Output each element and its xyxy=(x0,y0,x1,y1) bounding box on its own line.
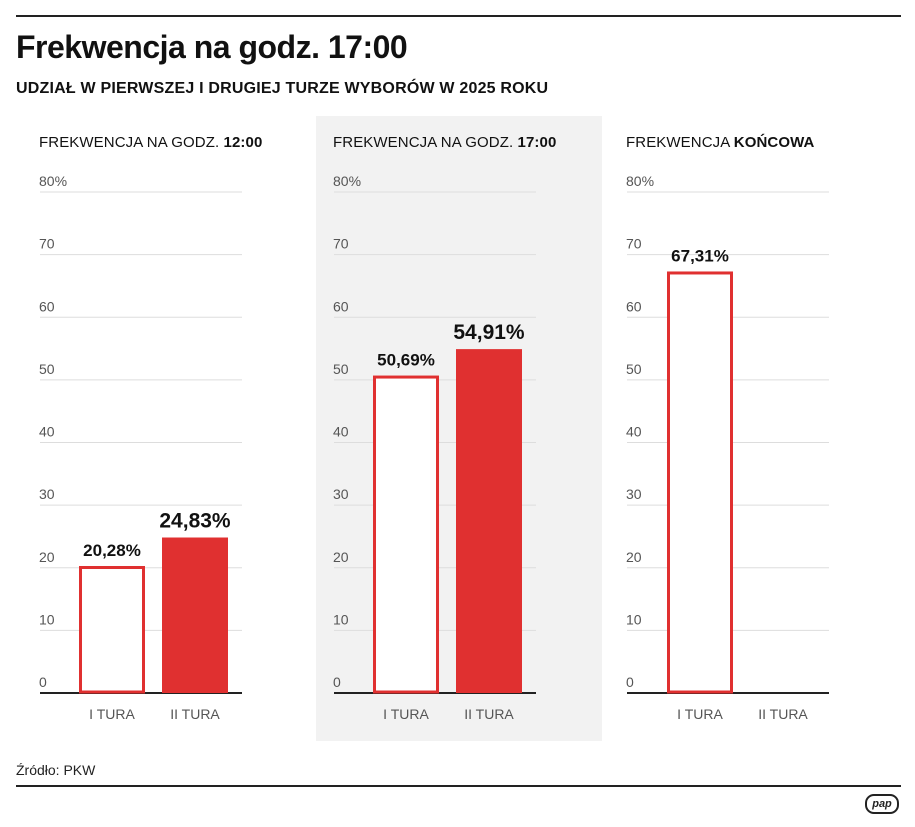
y-tick-label: 70 xyxy=(39,236,55,252)
y-tick-label: 40 xyxy=(626,424,642,440)
y-tick-label: 20 xyxy=(333,549,349,565)
category-label: I TURA xyxy=(89,706,135,722)
bar xyxy=(162,537,228,693)
category-label: II TURA xyxy=(170,706,220,722)
bar xyxy=(79,565,145,694)
panel-title-final-prefix: FREKWENCJA xyxy=(626,134,734,151)
y-tick-label: 30 xyxy=(39,486,55,502)
source-note: Źródło: PKW xyxy=(16,762,96,778)
value-label: 24,83% xyxy=(159,510,231,533)
panel-title-1700: FREKWENCJA NA GODZ. 17:00 xyxy=(333,134,556,151)
y-tick-label: 20 xyxy=(39,549,55,565)
y-tick-label: 60 xyxy=(333,298,349,314)
y-tick-label: 80% xyxy=(39,173,67,189)
page-subtitle: UDZIAŁ W PIERWSZEJ I DRUGIEJ TURZE WYBOR… xyxy=(16,80,549,97)
y-tick-label: 80% xyxy=(626,173,654,189)
value-label: 50,69% xyxy=(377,351,435,370)
pap-logo: pap xyxy=(865,794,899,814)
category-label: II TURA xyxy=(758,706,808,722)
y-tick-label: 30 xyxy=(626,486,642,502)
category-label: I TURA xyxy=(677,706,723,722)
y-tick-label: 50 xyxy=(39,361,55,377)
y-tick-label: 10 xyxy=(626,611,642,627)
y-tick-label: 0 xyxy=(626,674,634,690)
panel-title-1700-prefix: FREKWENCJA NA GODZ. xyxy=(333,134,518,151)
y-tick-label: 50 xyxy=(333,361,349,377)
y-tick-label: 50 xyxy=(626,361,642,377)
y-tick-label: 0 xyxy=(333,674,341,690)
value-label: 20,28% xyxy=(83,541,141,560)
y-tick-label: 70 xyxy=(626,236,642,252)
y-tick-label: 70 xyxy=(333,236,349,252)
y-tick-label: 30 xyxy=(333,486,349,502)
value-label: 67,31% xyxy=(671,246,729,265)
y-tick-label: 10 xyxy=(39,611,55,627)
bar xyxy=(373,375,439,694)
panel-title-1200: FREKWENCJA NA GODZ. 12:00 xyxy=(39,134,262,151)
panel-title-final: FREKWENCJA KOŃCOWA xyxy=(626,134,814,151)
panel-title-1700-bold: 17:00 xyxy=(517,134,557,151)
y-tick-label: 0 xyxy=(39,674,47,690)
y-tick-label: 40 xyxy=(39,424,55,440)
panel-title-1200-prefix: FREKWENCJA NA GODZ. xyxy=(39,134,224,151)
bar xyxy=(667,271,733,694)
category-label: II TURA xyxy=(464,706,514,722)
y-tick-label: 80% xyxy=(333,173,361,189)
value-label: 54,91% xyxy=(453,321,525,344)
y-tick-label: 60 xyxy=(39,298,55,314)
y-tick-label: 60 xyxy=(626,298,642,314)
y-tick-label: 40 xyxy=(333,424,349,440)
bottom-rule xyxy=(16,785,901,787)
top-rule xyxy=(16,15,901,17)
y-tick-label: 10 xyxy=(333,611,349,627)
y-tick-label: 20 xyxy=(626,549,642,565)
category-label: I TURA xyxy=(383,706,429,722)
page-title: Frekwencja na godz. 17:00 xyxy=(16,29,408,65)
panel-title-1200-bold: 12:00 xyxy=(223,134,263,151)
bar xyxy=(456,349,522,693)
panel-title-final-bold: KOŃCOWA xyxy=(733,134,815,151)
